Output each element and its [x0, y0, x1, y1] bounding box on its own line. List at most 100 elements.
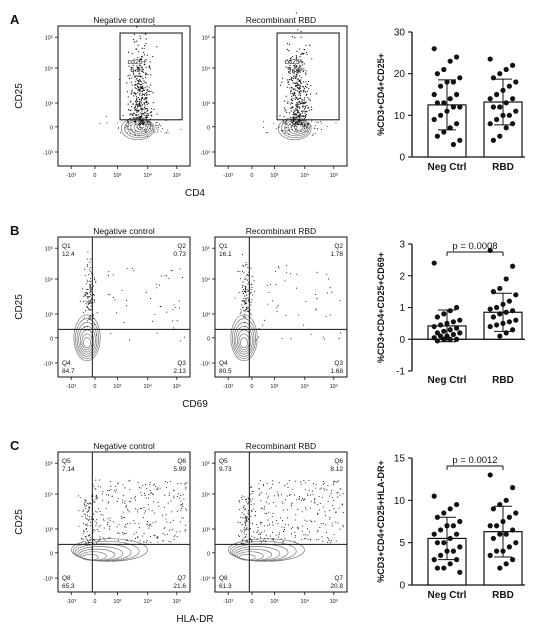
data-point	[434, 338, 440, 344]
event-dot	[243, 321, 246, 323]
event-dot	[328, 539, 330, 541]
event-dot	[89, 525, 92, 527]
data-point	[431, 531, 437, 537]
event-dot	[139, 80, 141, 82]
event-dot	[300, 130, 302, 132]
event-dot	[144, 45, 146, 47]
event-dot	[138, 67, 140, 69]
event-dot	[268, 291, 270, 293]
event-dot	[263, 126, 265, 128]
event-dot	[246, 289, 248, 291]
event-dot	[250, 283, 253, 286]
event-dot	[337, 480, 339, 482]
p-value: p = 0.0008	[452, 241, 497, 252]
event-dot	[154, 313, 156, 316]
quadrant-name: Q3	[177, 360, 186, 367]
event-dot	[296, 72, 298, 74]
event-dot	[297, 314, 299, 316]
event-dot	[134, 109, 136, 111]
event-dot	[305, 534, 307, 536]
event-dot	[140, 105, 142, 107]
x-tick-label: 10⁴	[301, 598, 310, 605]
event-dot	[311, 109, 313, 111]
event-dot	[167, 533, 169, 535]
event-dot	[295, 109, 297, 111]
event-dot	[244, 508, 246, 511]
event-dot	[333, 508, 335, 510]
event-dot	[301, 61, 304, 64]
event-dot	[284, 484, 286, 486]
event-dot	[297, 508, 299, 510]
event-dot	[272, 532, 274, 534]
event-dot	[285, 132, 287, 134]
event-dot	[285, 123, 287, 125]
event-dot	[251, 491, 253, 493]
event-dot	[138, 105, 140, 107]
event-dot	[134, 120, 136, 122]
event-dot	[303, 68, 305, 70]
event-dot	[242, 288, 245, 290]
event-dot	[294, 531, 296, 533]
event-dot	[103, 518, 105, 520]
event-dot	[85, 504, 87, 506]
event-dot	[282, 541, 284, 543]
data-point	[447, 308, 453, 314]
event-dot	[297, 85, 299, 87]
event-dot	[281, 526, 283, 528]
event-dot	[173, 495, 175, 497]
event-dot	[129, 133, 131, 135]
event-dot	[240, 542, 242, 544]
event-dot	[286, 264, 288, 266]
y-tick-label: 10⁵	[202, 246, 210, 253]
event-dot	[243, 272, 245, 274]
event-dot	[319, 488, 321, 490]
event-dot	[131, 114, 133, 116]
quadrant-value: 1.78	[330, 251, 343, 258]
event-dot	[89, 271, 91, 273]
event-dot	[124, 532, 126, 534]
event-dot	[152, 92, 154, 94]
event-dot	[127, 128, 129, 130]
event-dot	[298, 499, 300, 501]
event-dot	[94, 278, 96, 280]
event-dot	[137, 67, 139, 69]
event-dot	[81, 537, 83, 539]
event-dot	[279, 84, 281, 86]
event-dot	[135, 87, 137, 90]
event-dot	[297, 70, 300, 72]
event-dot	[83, 530, 85, 532]
event-dot	[89, 318, 91, 320]
event-dot	[333, 533, 335, 536]
event-dot	[141, 104, 144, 106]
event-dot	[306, 86, 308, 88]
event-dot	[303, 499, 305, 501]
event-dot	[322, 484, 324, 486]
event-dot	[144, 494, 146, 496]
data-point	[506, 112, 512, 118]
event-dot	[303, 90, 305, 92]
event-dot	[283, 107, 286, 109]
event-dot	[185, 488, 187, 490]
event-dot	[288, 133, 290, 135]
event-dot	[306, 520, 308, 522]
event-dot	[249, 538, 251, 540]
event-dot	[163, 506, 165, 508]
event-dot	[82, 510, 84, 513]
event-dot	[247, 512, 249, 514]
plot-frame	[214, 236, 348, 378]
event-dot	[138, 126, 140, 128]
event-dot	[286, 130, 288, 132]
event-dot	[90, 302, 92, 304]
event-dot	[173, 535, 175, 537]
event-dot	[125, 128, 127, 130]
event-dot	[245, 534, 247, 536]
event-dot	[268, 511, 270, 513]
event-dot	[145, 74, 147, 76]
event-dot	[120, 132, 122, 134]
event-dot	[87, 251, 89, 253]
event-dot	[288, 524, 290, 526]
event-dot	[165, 487, 168, 489]
event-dot	[107, 294, 110, 296]
event-dot	[306, 90, 308, 92]
x-tick-label: 0	[250, 384, 253, 390]
